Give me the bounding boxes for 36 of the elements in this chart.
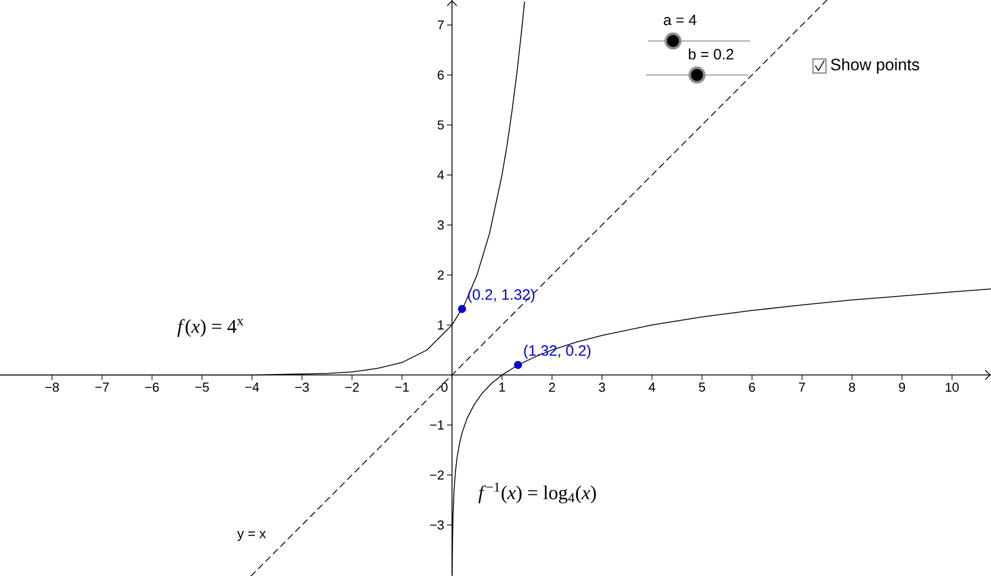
x-tick-label: 5 — [698, 382, 706, 392]
annotation: b = 0.2 — [688, 48, 734, 60]
x-tick-label: 3 — [598, 382, 606, 392]
y-tick-label: −3 — [430, 520, 444, 530]
x-tick-label: −1 — [395, 382, 409, 392]
text: f$^{−1}$(x) = log$_{4}$(x) — [478, 482, 596, 504]
x-tick-label: 2 — [549, 382, 555, 392]
x-tick-label: −8 — [45, 382, 59, 392]
x-tick-label: 1 — [499, 382, 505, 392]
x-tick-label: 6 — [749, 382, 756, 392]
x-tick-label: −7 — [95, 382, 109, 392]
y-tick-label: −2 — [430, 470, 444, 480]
x-tick-label: −5 — [195, 382, 209, 392]
y-tick-label: 3 — [438, 220, 444, 230]
x-tick-label: −4 — [245, 382, 260, 392]
x-tick-label: −6 — [145, 382, 159, 392]
x-tick-label: 4 — [648, 382, 656, 392]
y-tick-label: 5 — [438, 120, 444, 130]
x-tick-label: 8 — [848, 382, 856, 392]
y-tick-label: 6 — [438, 70, 444, 80]
y-tick-label: 2 — [438, 270, 444, 280]
x-tick-label: −2 — [345, 382, 359, 392]
data-label: (0.2, 1.32) — [468, 288, 534, 303]
x-tick-label: 10 — [946, 382, 959, 392]
series-label: f(x) = 4$^{x}$ — [177, 319, 244, 337]
y-tick-label: 1 — [438, 320, 444, 330]
x-tick-label: 0 — [441, 382, 448, 392]
y-tick-label: 7 — [438, 20, 444, 30]
annotation: Show points — [830, 58, 920, 74]
x-tick-label: −3 — [295, 382, 309, 392]
series-label: y = x — [237, 531, 266, 541]
x-tick-label: 7 — [799, 382, 805, 392]
x-tick-label: 9 — [899, 382, 906, 392]
y-tick-label: 4 — [437, 170, 444, 180]
y-tick-label: −1 — [430, 420, 444, 430]
annotation: a = 4 — [664, 14, 696, 26]
